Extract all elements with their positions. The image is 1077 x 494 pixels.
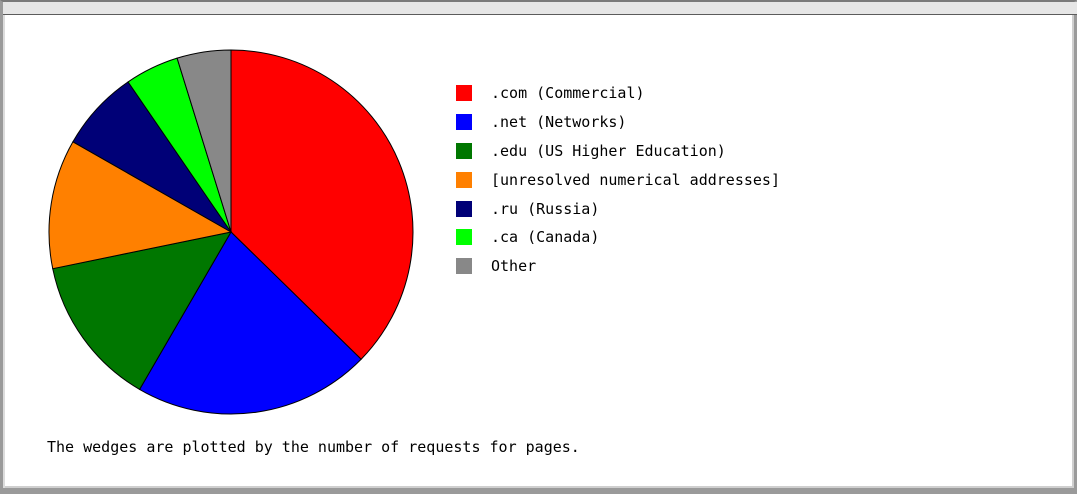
pie-slice-1 [138, 231, 362, 415]
legend-swatch [456, 200, 472, 217]
legend-label: .net (Networks) [491, 113, 627, 132]
legend-swatch [456, 85, 472, 102]
pie-slice-6 [176, 49, 232, 233]
legend-swatch [456, 229, 472, 246]
pie-slice-3 [48, 141, 233, 270]
legend-label: .ca (Canada) [491, 228, 600, 247]
chart-legend: .com (Commercial) .net (Networks) .edu (US… [456, 79, 780, 281]
legend-item: Other [456, 252, 780, 281]
legend-item: .com (Commercial) [456, 79, 780, 108]
legend-item: .net (Networks) [456, 108, 780, 137]
legend-label: .ru (Russia) [491, 199, 600, 218]
legend-item: .edu (US Higher Education) [456, 137, 780, 166]
legend-swatch [456, 171, 472, 188]
pie-slice-2 [52, 231, 232, 391]
legend-label: .com (Commercial) [491, 84, 645, 103]
frame-top-edge [3, 2, 1077, 15]
legend-swatch [456, 258, 472, 275]
legend-label: .edu (US Higher Education) [491, 141, 726, 160]
legend-label: Other [491, 257, 537, 276]
legend-label: [unresolved numerical addresses] [491, 170, 780, 189]
legend-item: [unresolved numerical addresses] [456, 165, 780, 194]
chart-caption: The wedges are plotted by the number of … [47, 438, 580, 456]
legend-swatch [456, 142, 472, 159]
legend-swatch [456, 114, 472, 131]
pie-slice-0 [230, 49, 414, 360]
legend-item: .ca (Canada) [456, 223, 780, 252]
legend-item: .ru (Russia) [456, 194, 780, 223]
